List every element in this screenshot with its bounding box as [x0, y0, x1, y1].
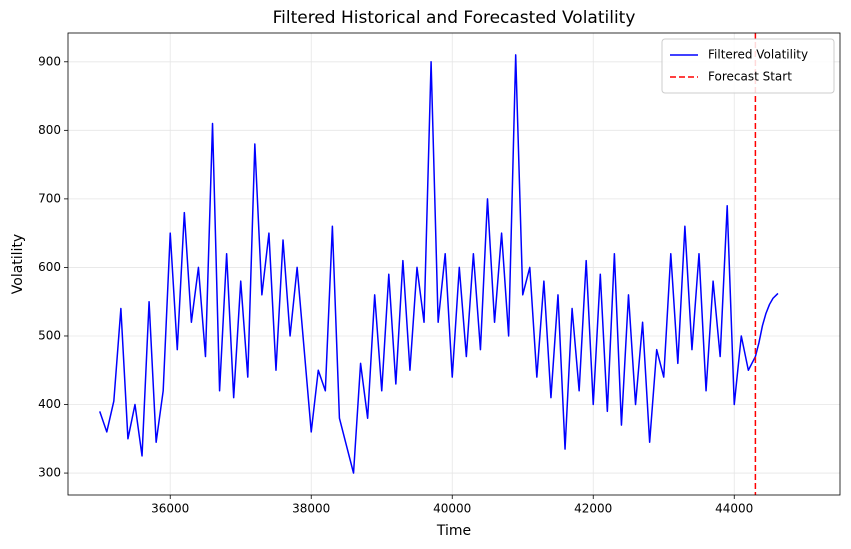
y-tick-label: 700 — [38, 191, 61, 205]
legend-label: Filtered Volatility — [708, 48, 808, 62]
y-tick-label: 600 — [38, 260, 61, 274]
plot-frame — [67, 32, 841, 496]
legend-box — [661, 38, 835, 94]
chart-title: Filtered Historical and Forecasted Volat… — [273, 8, 636, 28]
legend: Filtered Volatility Forecast Start — [661, 38, 835, 94]
x-tick-label: 42000 — [574, 502, 612, 516]
legend-label: Forecast Start — [708, 70, 792, 84]
y-tick-label: 500 — [38, 328, 61, 342]
data-line — [99, 54, 779, 474]
x-tick-label: 40000 — [433, 502, 471, 516]
x-tick-label: 44000 — [715, 502, 753, 516]
y-tick-label: 900 — [38, 54, 61, 68]
y-tick-label: 300 — [38, 466, 61, 480]
y-axis-label: Volatility — [10, 234, 26, 294]
x-tick-label: 36000 — [151, 502, 189, 516]
x-tick-label: 38000 — [292, 502, 330, 516]
y-tick-label: 400 — [38, 397, 61, 411]
y-tick-label: 800 — [38, 123, 61, 137]
x-axis-label: Time — [436, 523, 471, 539]
